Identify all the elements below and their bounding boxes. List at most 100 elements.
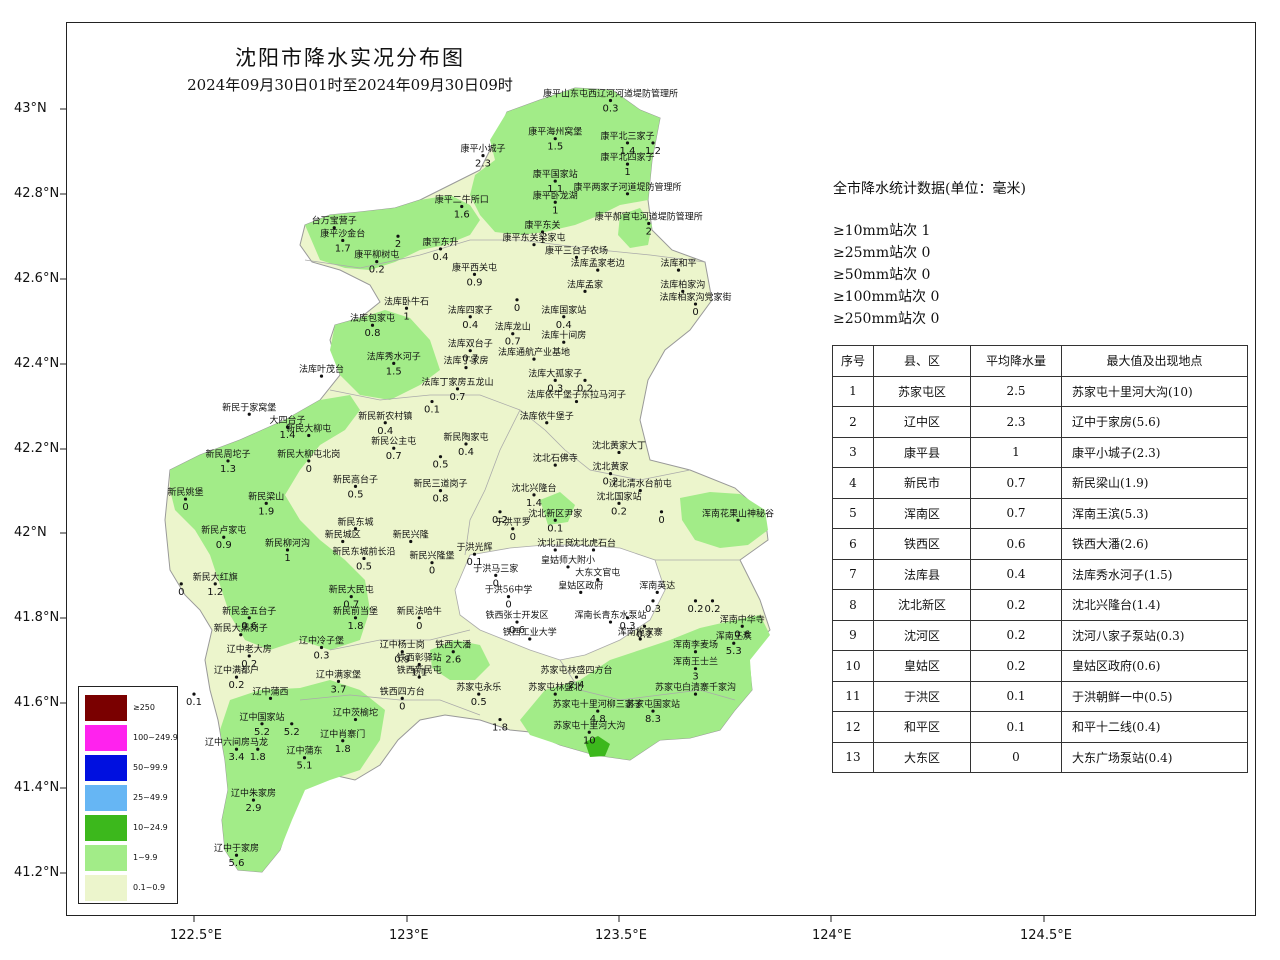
table-row: 6 铁西区 0.6 铁西大潘(2.6) <box>832 528 1248 560</box>
row-index: 12 <box>832 711 874 743</box>
header-index: 序号 <box>832 345 874 377</box>
station: 皇姑区政府 <box>558 579 603 594</box>
station-dot <box>659 510 664 514</box>
row-index: 7 <box>832 558 874 590</box>
row-max: 苏家屯十里河大沟(10) <box>1061 375 1248 407</box>
legend-swatch <box>85 755 127 781</box>
station-value: 0 <box>178 587 184 598</box>
station: 0.1 <box>424 399 440 416</box>
row-average: 0.2 <box>970 589 1062 621</box>
station-dot <box>460 204 464 209</box>
station-value: 0.1 <box>186 697 202 708</box>
station: 新民姚堡 0 <box>167 486 203 513</box>
station-dot <box>511 527 515 531</box>
station-value: 0 <box>306 464 312 475</box>
station-dot <box>655 590 659 594</box>
stats-line: ≥50mm站次 0 <box>833 267 931 283</box>
station-name: 新民大红旗 <box>193 571 238 583</box>
station-name: 新民三道岗子 <box>413 478 467 490</box>
station-dot <box>370 323 375 327</box>
legend-swatch <box>85 845 127 871</box>
station: 铁西新民屯 <box>397 664 442 679</box>
station-dot <box>264 501 268 505</box>
row-index: 11 <box>832 680 874 712</box>
station-name: 沈北国家站 <box>596 490 641 502</box>
station-name: 新民兴隆 <box>393 528 429 540</box>
header-average: 平均降水量 <box>970 345 1062 377</box>
station: 0.3 <box>620 616 635 632</box>
station-name: 浑南李麦场 <box>673 639 718 651</box>
legend-swatch <box>85 695 127 721</box>
station-name: 苏家屯白清寨千家沟 <box>655 681 736 693</box>
row-district: 皇姑区 <box>873 650 971 682</box>
station: 5.2 <box>284 722 300 738</box>
station: 沈北黄家 0.2 <box>592 461 628 488</box>
station-value: 1.1 <box>547 184 563 195</box>
row-district: 大东区 <box>873 741 971 773</box>
station: 辽中肖寨门 1.8 <box>320 728 365 755</box>
station: 法库十间房 <box>541 329 586 344</box>
station-name: 康平小城子 <box>460 143 505 155</box>
row-district: 于洪区 <box>873 680 971 712</box>
station: 0 <box>514 298 520 314</box>
station: 新民城区 <box>325 528 361 544</box>
station-name: 法库双台子 <box>448 338 493 350</box>
station: 0.3 <box>645 599 661 615</box>
station-value: 1.1 <box>411 667 427 678</box>
station-value: 0 <box>429 566 435 577</box>
station-dot <box>438 247 443 251</box>
station-dot <box>574 399 579 404</box>
header-max: 最大值及出现地点 <box>1061 345 1248 377</box>
station-name: 康平北三家子 <box>600 130 654 142</box>
station-value: 0.1 <box>547 523 563 534</box>
station-dot <box>464 442 468 446</box>
station: 辽中朱家房 2.9 <box>231 787 276 814</box>
station-dot <box>574 675 579 679</box>
row-average: 0.1 <box>970 711 1062 743</box>
station-name: 法库国家站 <box>541 304 586 316</box>
station-dot <box>506 595 511 599</box>
station-name: 新民兴隆堡 <box>409 550 454 562</box>
station-value: 2 <box>395 239 401 250</box>
row-max: 法库秀水河子(1.5) <box>1061 558 1248 590</box>
station-name: 法库四家子 <box>448 304 493 316</box>
station-dot <box>400 696 404 700</box>
station-name: 新民大柳屯 <box>286 422 331 434</box>
row-index: 6 <box>832 528 874 560</box>
station-dot <box>617 450 621 455</box>
table-row: 8 沈北新区 0.2 沈北兴隆台(1.4) <box>832 589 1248 621</box>
station-dot <box>430 399 434 404</box>
station: 新民大红旗 1.2 <box>193 571 238 598</box>
station-value: 0.6 <box>734 629 750 640</box>
table-row: 11 于洪区 0.1 于洪朝鲜一中(0.5) <box>832 680 1248 712</box>
row-max: 康平小城子(2.3) <box>1061 436 1248 468</box>
rain-area-faku <box>330 310 440 400</box>
station-dot <box>511 332 515 336</box>
station: 康平海州窝堡 1.5 <box>528 126 582 153</box>
station-value: 0.4 <box>556 320 572 331</box>
station-name: 辽中满家堡 <box>316 668 361 680</box>
station: 新民法哈牛 0 <box>397 605 442 632</box>
station-dot <box>587 730 591 734</box>
station: 新民卢家屯 0.9 <box>201 524 246 551</box>
row-district: 新民市 <box>873 467 971 499</box>
station-name: 浑南英达 <box>639 579 675 591</box>
station-name: 康平东关梁家屯 <box>502 232 565 244</box>
station-dot <box>651 599 655 603</box>
station-dot <box>302 756 307 760</box>
station-name: 法库和平 <box>660 257 696 269</box>
station-value: 0.3 <box>645 604 661 615</box>
table-header-row: 序号 县、区 平均降水量 最大值及出现地点 <box>832 345 1248 377</box>
station-dot <box>362 556 366 561</box>
station-dot <box>319 645 324 650</box>
station-name: 法库孟家老边 <box>571 257 625 269</box>
station: 新民高台子 0.5 <box>333 473 378 500</box>
station-name: 法库丁家房五龙山 <box>421 376 493 388</box>
station-value: 10 <box>583 735 596 746</box>
station-name: 铁西彰驿站 <box>397 651 442 663</box>
station-name: 新民前当堡 <box>333 605 378 617</box>
station-name: 辽中杨士岗 <box>380 639 425 651</box>
station: 辽中国家站 5.2 <box>239 711 284 738</box>
station-name: 新民陶家屯 <box>443 431 488 443</box>
station-dot <box>693 650 698 654</box>
